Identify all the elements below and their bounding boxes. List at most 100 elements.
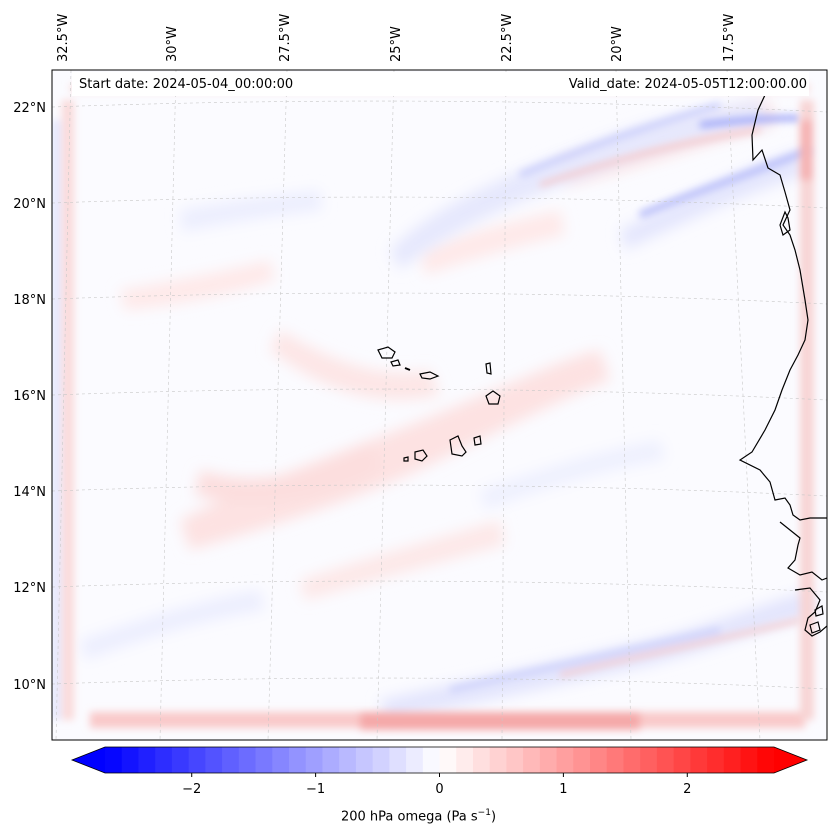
parallel-20n [52, 196, 827, 209]
colorbar-cell [238, 747, 257, 773]
lat-label: 20°N [13, 197, 46, 212]
lon-label: 27.5°W [278, 14, 293, 62]
colorbar-cell [573, 747, 591, 773]
colorbar-cell [590, 747, 608, 773]
island-boa-vista [485, 390, 501, 405]
colorbar-tick-label: −2 [182, 782, 201, 797]
colorbar-cell [138, 747, 156, 773]
colorbar-cell [623, 747, 641, 773]
colorbar-cell [757, 747, 775, 773]
lon-label: 17.5°W [722, 14, 737, 62]
colorbar-cell [288, 747, 307, 773]
colorbar-cell [556, 747, 574, 773]
colorbar-tick-label: 1 [559, 782, 567, 797]
date-header-box [72, 72, 809, 96]
colorbar-cell [539, 747, 558, 773]
colorbar-cell [188, 747, 206, 773]
colorbar-tick-label: −1 [306, 782, 325, 797]
colorbar-label: 200 hPa omega (Pa s−1) [0, 808, 837, 824]
parallel-16n [52, 388, 827, 401]
colorbar-outline [70, 746, 809, 774]
colorbar-cell [439, 747, 457, 773]
start-date-label: Start date: 2024-05-04_00:00:00 [79, 77, 294, 92]
colorbar-cells [72, 747, 807, 773]
colorbar-cell [523, 747, 541, 773]
island-sal [485, 362, 492, 375]
lat-label: 22°N [13, 101, 46, 116]
colorbar-cell [389, 747, 407, 773]
map-frame [51, 69, 828, 741]
island-sao-nicolau [419, 371, 440, 380]
colorbar-cell [155, 747, 173, 773]
colorbar-cell [272, 747, 290, 773]
colorbar-label-suffix: ) [490, 809, 497, 825]
lon-label: 30°W [165, 26, 180, 62]
colorbar-cell [305, 747, 324, 773]
colorbar-cell [489, 747, 508, 773]
island-santa-luzia [404, 367, 411, 371]
parallel-18n [52, 292, 827, 305]
colorbar-cell [205, 747, 223, 773]
lat-label: 14°N [13, 485, 46, 500]
colorbar-cell [355, 747, 374, 773]
bijagos-islands [809, 605, 824, 634]
guinea-bissau-coast [794, 587, 827, 637]
colorbar-cell [506, 747, 524, 773]
lon-label: 25°W [389, 26, 404, 62]
lon-label: 20°W [610, 26, 625, 62]
colorbar-cell [740, 747, 758, 773]
colorbar-cell [171, 747, 190, 773]
meridian-30w [159, 70, 177, 740]
omega-field-streaks [449, 102, 812, 693]
island-santiago [449, 435, 467, 457]
meridian-25w [376, 70, 395, 740]
africa-coastline [738, 84, 827, 521]
colorbar-cell [422, 747, 441, 773]
senegal-gambia-coast [779, 521, 827, 581]
meridian-17-5w [726, 70, 761, 740]
island-maio [473, 435, 482, 446]
colorbar-cell [723, 747, 742, 773]
colorbar-cell [690, 747, 708, 773]
colorbar-cell [222, 747, 240, 773]
colorbar-cell [456, 747, 474, 773]
meridian-32-5w [55, 70, 72, 740]
meridian-22-5w [501, 70, 507, 740]
colorbar-tick-label: 2 [683, 782, 691, 797]
colorbar-extend-max [774, 747, 807, 773]
colorbar-cell [121, 747, 140, 773]
valid-date-label: Valid_date: 2024-05-05T12:00:00.00 [568, 77, 807, 92]
colorbar-label-text: 200 hPa omega (Pa s [340, 809, 478, 825]
parallel-12n [52, 580, 827, 593]
colorbar-cell [656, 747, 675, 773]
colorbar-cell [372, 747, 390, 773]
colorbar-cell [673, 747, 691, 773]
colorbar-cell [606, 747, 625, 773]
coastlines [377, 84, 827, 637]
colorbar-extend-min [72, 747, 105, 773]
lat-label: 12°N [13, 581, 46, 596]
lon-label: 22.5°W [500, 14, 515, 62]
colorbar-cell [339, 747, 357, 773]
parallel-14n [52, 484, 827, 497]
lat-label: 16°N [13, 389, 46, 404]
lat-label: 10°N [13, 678, 46, 693]
latitude-labels: 22°N 20°N 18°N 16°N 14°N 12°N 10°N [13, 101, 46, 693]
colorbar-tick-label: 0 [435, 782, 443, 797]
meridian-27-5w [267, 70, 288, 740]
graticule [52, 70, 827, 740]
lat-label: 18°N [13, 293, 46, 308]
longitude-labels: 32.5°W 30°W 27.5°W 25°W 22.5°W 20°W 17.5… [56, 14, 737, 62]
island-santo-antao [377, 346, 396, 359]
colorbar-cell [472, 747, 491, 773]
colorbar-cell [255, 747, 273, 773]
omega-field-negative [80, 100, 815, 720]
colorbar-cell [105, 747, 123, 773]
island-fogo [414, 449, 428, 462]
colorbar-cell [707, 747, 725, 773]
map-panel [52, 70, 827, 740]
colorbar: −2 −1 0 1 2 [70, 746, 809, 797]
island-sao-vicente [390, 359, 401, 367]
colorbar-label-exponent: −1 [477, 808, 491, 818]
colorbar-cell [406, 747, 424, 773]
